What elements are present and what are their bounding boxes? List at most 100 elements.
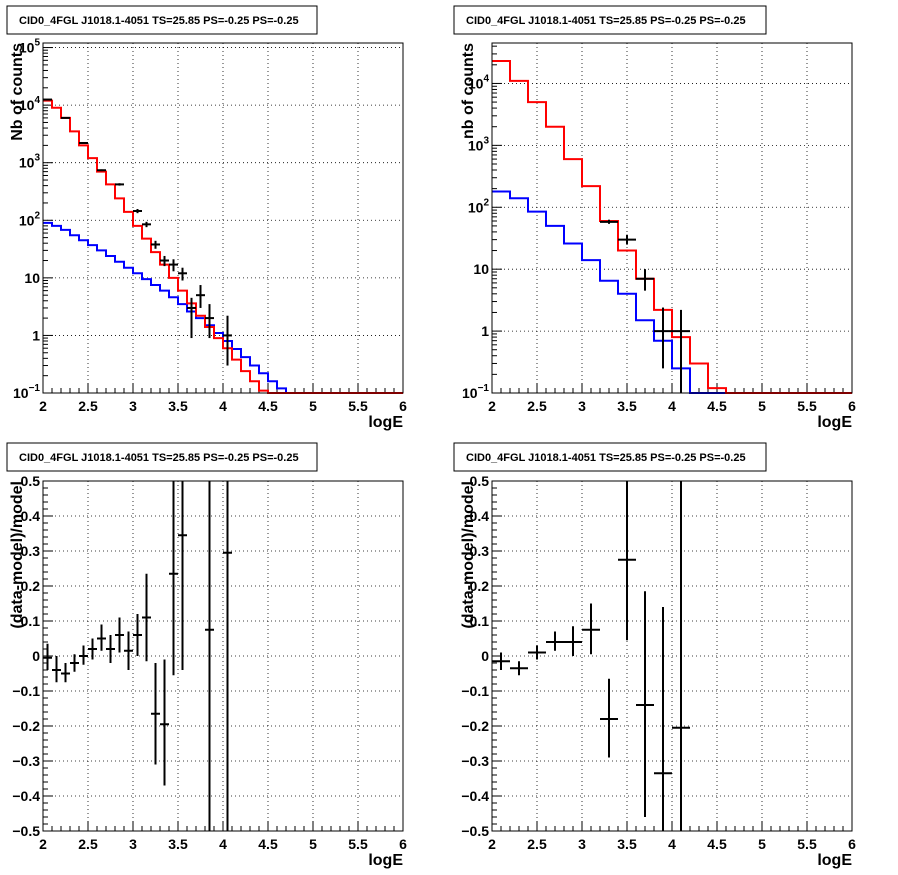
y-tick-label: 104 xyxy=(19,95,41,113)
x-tick-label: 6 xyxy=(399,836,407,852)
x-tick-label: 2.5 xyxy=(527,836,547,852)
x-tick-label: 3.5 xyxy=(617,398,637,414)
data-point xyxy=(223,481,232,831)
x-axis-label: logE xyxy=(817,414,852,431)
data-point xyxy=(618,481,636,641)
data-point xyxy=(564,626,582,656)
x-tick-label: 6 xyxy=(848,836,856,852)
x-tick-label: 2.5 xyxy=(78,398,98,414)
y-tick-label: 0.2 xyxy=(470,578,490,594)
x-tick-label: 2 xyxy=(39,398,47,414)
chart-panel-p3: CID0_4FGL J1018.1-4051 TS=25.85 PS=-0.25… xyxy=(6,442,407,869)
y-tick-label: 0.1 xyxy=(470,613,490,629)
x-axis-label: logE xyxy=(368,852,403,869)
data-point xyxy=(142,573,151,662)
x-tick-label: 4.5 xyxy=(258,836,278,852)
plot-frame xyxy=(42,480,404,832)
y-tick-label: −0.3 xyxy=(12,753,40,769)
y-tick-label: 0.4 xyxy=(470,508,490,524)
data-point xyxy=(133,209,142,214)
x-tick-label: 3.5 xyxy=(168,836,188,852)
chart-title-box xyxy=(6,442,318,472)
y-tick-label: 102 xyxy=(19,210,41,228)
chart-panel-p2: CID0_4FGL J1018.1-4051 TS=25.85 PS=-0.25… xyxy=(453,5,856,431)
y-tick-label: 102 xyxy=(468,197,490,215)
data-point xyxy=(196,285,205,308)
data-point xyxy=(115,183,124,186)
x-tick-label: 2 xyxy=(488,398,496,414)
x-tick-label: 5.5 xyxy=(348,398,368,414)
data-point xyxy=(636,591,654,817)
data-point xyxy=(528,645,546,660)
data-point xyxy=(582,603,600,655)
data-point xyxy=(97,624,106,651)
x-tick-label: 5.5 xyxy=(797,836,817,852)
chart-title-box xyxy=(453,5,767,35)
data-point xyxy=(492,652,510,670)
y-tick-label: 0.3 xyxy=(470,543,490,559)
x-tick-label: 2 xyxy=(488,836,496,852)
x-tick-label: 4.5 xyxy=(707,836,727,852)
data-point xyxy=(223,315,232,366)
data-point xyxy=(151,240,160,249)
data-point xyxy=(178,481,187,670)
x-tick-label: 5 xyxy=(758,398,766,414)
chart-title-box xyxy=(6,5,318,35)
data-point xyxy=(88,638,97,660)
x-tick-label: 5.5 xyxy=(348,836,368,852)
y-tick-label: −0.1 xyxy=(461,683,489,699)
y-tick-label: 1 xyxy=(32,327,40,343)
x-tick-label: 3.5 xyxy=(168,398,188,414)
chart-title: CID0_4FGL J1018.1-4051 TS=25.85 PS=-0.25… xyxy=(466,452,746,464)
y-tick-label: 1 xyxy=(481,323,489,339)
data-point xyxy=(70,654,79,672)
y-tick-label: 103 xyxy=(468,135,490,153)
chart-panel-p1: CID0_4FGL J1018.1-4051 TS=25.85 PS=-0.25… xyxy=(6,5,407,431)
y-tick-label: −0.4 xyxy=(461,788,489,804)
data-point xyxy=(672,309,690,393)
x-tick-label: 4 xyxy=(219,398,227,414)
y-tick-label: 103 xyxy=(19,153,41,171)
data-point xyxy=(636,269,654,291)
y-tick-label: −0.1 xyxy=(12,683,40,699)
y-tick-label: 10 xyxy=(24,270,40,286)
y-tick-label: 0.3 xyxy=(21,543,41,559)
y-tick-label: −0.2 xyxy=(461,718,489,734)
y-tick-label: 0.4 xyxy=(21,508,41,524)
plot-frame xyxy=(491,42,853,394)
y-axis-label: Nb of counts xyxy=(9,43,26,141)
chart-title-box xyxy=(453,442,767,472)
x-tick-label: 6 xyxy=(399,398,407,414)
data-point xyxy=(169,259,178,272)
x-axis-label: logE xyxy=(817,852,852,869)
data-point xyxy=(205,481,214,831)
y-tick-label: −0.2 xyxy=(12,718,40,734)
y-axis-label: nb of counts xyxy=(460,43,477,139)
x-tick-label: 6 xyxy=(848,398,856,414)
x-tick-label: 2 xyxy=(39,836,47,852)
y-tick-label: 0 xyxy=(32,648,40,664)
data-point xyxy=(654,307,672,369)
data-point xyxy=(160,659,169,786)
data-point xyxy=(178,267,187,281)
plot-frame xyxy=(42,42,404,394)
data-point xyxy=(160,255,169,267)
data-point xyxy=(169,481,178,676)
data-point xyxy=(124,631,133,670)
x-tick-label: 3 xyxy=(578,836,586,852)
x-tick-label: 5 xyxy=(758,836,766,852)
x-tick-label: 4 xyxy=(668,398,676,414)
chart-title: CID0_4FGL J1018.1-4051 TS=25.85 PS=-0.25… xyxy=(19,15,299,27)
data-point xyxy=(79,645,88,665)
x-tick-label: 4 xyxy=(219,836,227,852)
y-tick-label: 10−1 xyxy=(462,383,489,401)
x-tick-label: 3 xyxy=(129,398,137,414)
data-point xyxy=(43,643,52,670)
y-tick-label: 105 xyxy=(19,38,41,56)
x-tick-label: 3 xyxy=(129,836,137,852)
data-point xyxy=(600,678,618,758)
x-tick-label: 5 xyxy=(309,398,317,414)
chart-title: CID0_4FGL J1018.1-4051 TS=25.85 PS=-0.25… xyxy=(19,452,299,464)
x-tick-label: 5 xyxy=(309,836,317,852)
